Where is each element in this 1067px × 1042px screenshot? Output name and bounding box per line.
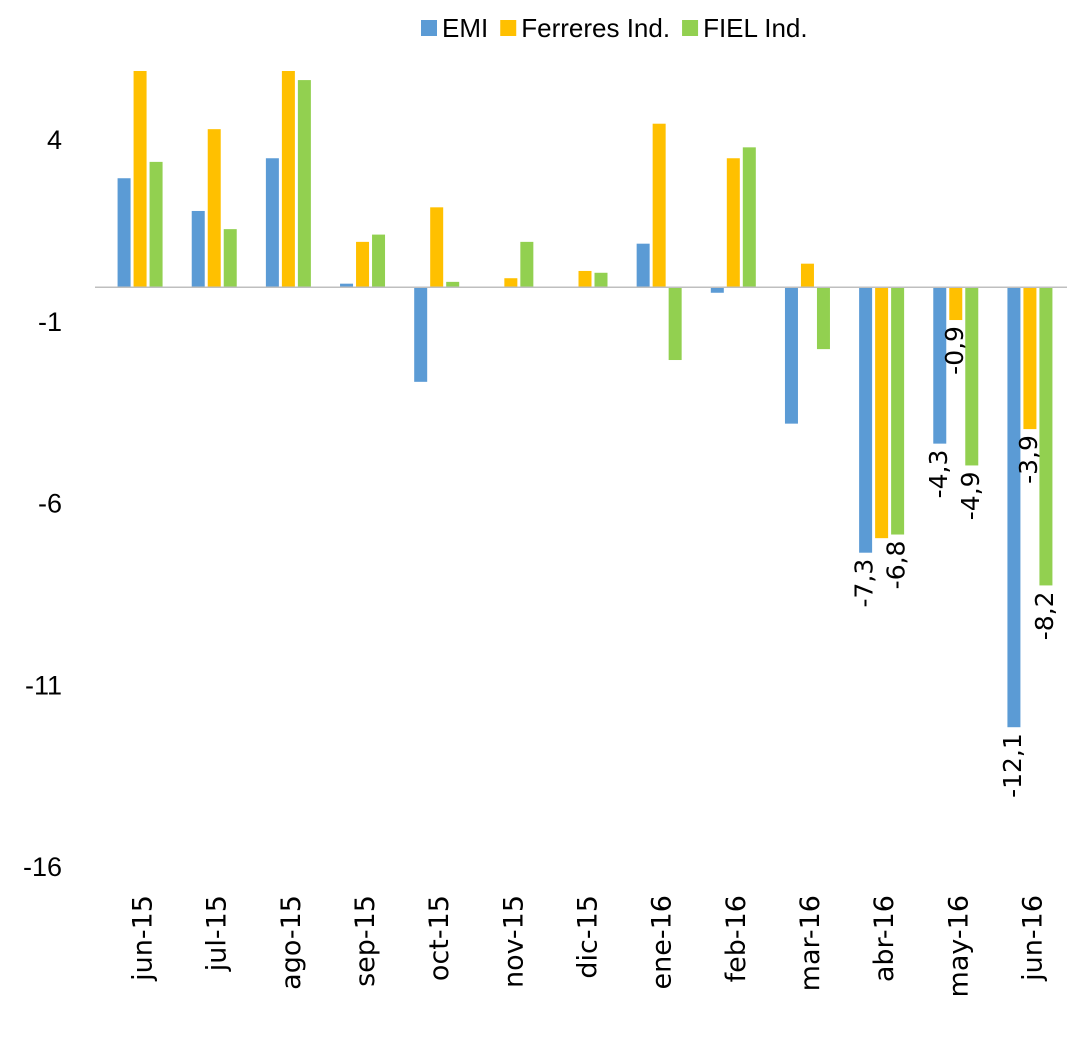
value-label: -7,3 bbox=[850, 559, 879, 608]
x-tick-label: ene-16 bbox=[647, 895, 678, 989]
value-label: -6,8 bbox=[882, 541, 911, 590]
bar bbox=[859, 287, 873, 553]
value-label: -12,1 bbox=[998, 733, 1027, 798]
bar bbox=[891, 287, 905, 535]
x-tick-label: oct-15 bbox=[424, 895, 455, 981]
bar bbox=[742, 147, 756, 288]
bar bbox=[356, 241, 370, 288]
bar bbox=[933, 287, 947, 444]
x-tick-label: jun-15 bbox=[128, 895, 159, 982]
bar bbox=[875, 287, 889, 539]
x-tick-label: nov-15 bbox=[498, 895, 529, 988]
bar bbox=[297, 80, 311, 288]
bar bbox=[816, 287, 830, 350]
bar bbox=[117, 178, 131, 288]
x-tick-label: may-16 bbox=[943, 895, 974, 997]
y-tick-label: -16 bbox=[23, 852, 62, 882]
bar bbox=[149, 161, 163, 288]
bar bbox=[594, 272, 608, 288]
value-label: -0,9 bbox=[940, 326, 969, 375]
bar bbox=[520, 241, 534, 288]
bar bbox=[207, 129, 221, 288]
bar bbox=[668, 287, 682, 361]
legend-label: FIEL Ind. bbox=[703, 13, 808, 43]
x-tick-label: ago-15 bbox=[276, 895, 307, 990]
bar bbox=[949, 287, 963, 321]
x-tick-label: jul-15 bbox=[202, 895, 233, 972]
x-tick-label: dic-15 bbox=[573, 895, 604, 979]
bar bbox=[372, 234, 386, 288]
legend-swatch bbox=[682, 20, 699, 36]
x-tick-label: sep-15 bbox=[350, 895, 381, 987]
y-tick-label: -11 bbox=[25, 670, 62, 700]
bar bbox=[800, 263, 814, 288]
legend-swatch bbox=[500, 20, 517, 36]
y-tick-label: -6 bbox=[38, 489, 62, 519]
value-label: -4,3 bbox=[924, 450, 953, 499]
bar bbox=[1039, 287, 1053, 586]
value-label: -3,9 bbox=[1014, 435, 1043, 484]
bar bbox=[578, 270, 592, 288]
bar bbox=[414, 287, 428, 382]
bar bbox=[265, 158, 279, 288]
bar bbox=[1007, 287, 1021, 728]
bar bbox=[1023, 287, 1037, 430]
legend-label: Ferreres Ind. bbox=[521, 13, 670, 43]
bar bbox=[133, 70, 147, 288]
x-tick-label: abr-16 bbox=[869, 895, 900, 982]
legend-swatch bbox=[421, 20, 437, 36]
bar bbox=[281, 70, 295, 288]
bar bbox=[340, 283, 354, 288]
y-tick-label: -1 bbox=[38, 307, 62, 337]
bar bbox=[726, 158, 740, 288]
bar bbox=[636, 243, 650, 288]
bar bbox=[430, 207, 444, 288]
bar bbox=[191, 210, 205, 288]
bar bbox=[504, 278, 518, 288]
bar bbox=[446, 281, 460, 288]
x-tick-label: feb-16 bbox=[721, 895, 752, 982]
x-tick-label: jun-16 bbox=[1017, 895, 1048, 982]
y-tick-label: 4 bbox=[47, 125, 62, 155]
value-label: -8,2 bbox=[1030, 591, 1059, 640]
bar bbox=[784, 287, 798, 424]
bar bbox=[710, 287, 724, 293]
bar bbox=[965, 287, 979, 466]
value-label: -4,9 bbox=[956, 471, 985, 520]
x-tick-label: mar-16 bbox=[795, 895, 826, 991]
legend-label: EMI bbox=[442, 13, 488, 43]
bar bbox=[223, 229, 237, 288]
bar bbox=[652, 123, 666, 288]
